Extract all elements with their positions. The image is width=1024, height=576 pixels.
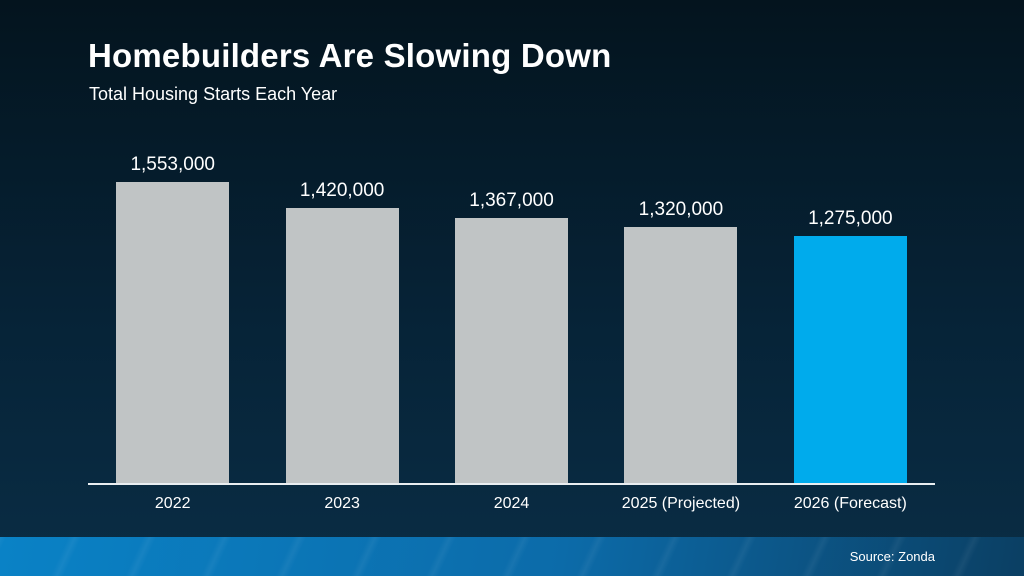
bar-value-label: 1,367,000: [469, 190, 554, 212]
bar-chart: 1,553,000 1,420,000 1,367,000 1,320,000 1,27…: [88, 140, 935, 483]
source-attribution: Source: Zonda: [849, 549, 935, 564]
bar-2024: [455, 218, 569, 483]
bar-column-2026 (Forecast): 1,275,000: [766, 140, 935, 483]
bar-2022: [116, 182, 230, 483]
x-axis-label-2025 (Projected): 2025 (Projected): [621, 495, 741, 512]
page-title: Homebuilders Are Slowing Down: [88, 37, 612, 74]
bar-2023: [285, 207, 399, 483]
bar-2025 (Projected): [624, 227, 738, 483]
bar-value-label: 1,275,000: [808, 207, 893, 229]
bar-value-label: 1,553,000: [130, 154, 215, 175]
x-axis-label-2022: 2022: [154, 495, 191, 512]
bar-column-2023: 1,420,000: [257, 140, 426, 483]
bar-column-2025 (Projected): 1,320,000: [596, 140, 765, 483]
x-axis-labels: 2022 2023 2024 2025 (Projected) 2026 (Foreca…: [88, 495, 935, 513]
bar-column-2024: 1,367,000: [427, 140, 596, 483]
bar-value-label: 1,420,000: [299, 179, 385, 201]
footer-bar: Source: Zonda: [0, 537, 1024, 576]
bar-value-label: 1,320,000: [638, 199, 724, 221]
x-axis-label-2023: 2023: [324, 495, 360, 512]
bar-2026 (Forecast): [793, 235, 907, 483]
page-subtitle: Total Housing Starts Each Year: [89, 84, 338, 104]
x-axis-label-2024: 2024: [493, 495, 530, 512]
x-axis-label-2026 (Forecast): 2026 (Forecast): [793, 495, 907, 512]
x-axis-line: [88, 483, 935, 485]
bar-column-2022: 1,553,000: [88, 140, 257, 483]
